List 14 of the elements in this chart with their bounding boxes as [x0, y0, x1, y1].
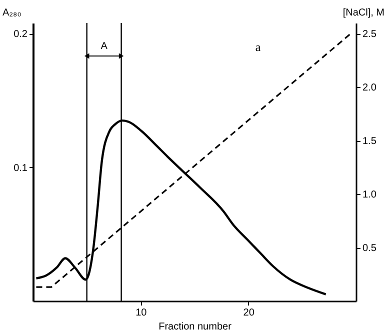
y2-tick-label: 2.0 [362, 82, 377, 94]
y2-tick-label: 0.5 [362, 243, 377, 254]
y2-tick-label: 2.5 [362, 29, 377, 40]
x-tick-label: 10 [136, 308, 148, 318]
y-tick-label: 0.2 [14, 29, 28, 40]
x-axis-title: Fraction number [158, 322, 232, 332]
y2-axis-title: [NaCl], M [342, 8, 384, 18]
y-tick-label: 0.1 [14, 162, 28, 174]
y2-tick-label: 1.5 [362, 136, 377, 148]
annotation: A [100, 41, 108, 52]
x-tick-label: 20 [243, 308, 255, 318]
y2-tick-label: 1.0 [362, 190, 377, 201]
y-axis-title: A₂₈₀ [2, 8, 22, 18]
annotation: a [255, 40, 262, 54]
